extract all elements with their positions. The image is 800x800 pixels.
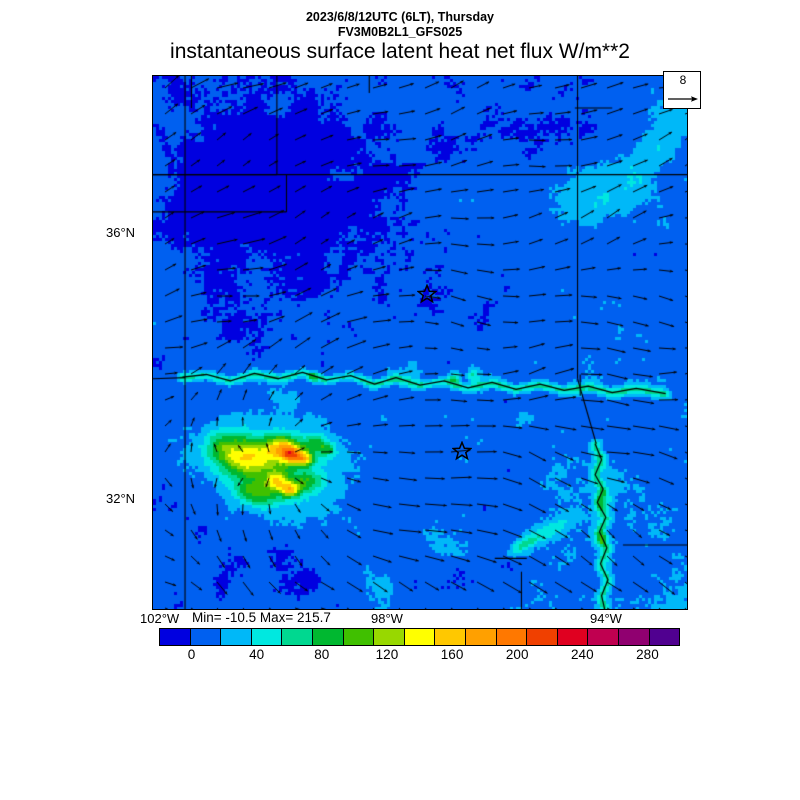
colorbar-cell [465, 629, 497, 645]
reference-vector-arrow-icon [668, 96, 698, 102]
axis-label-lat-32n: 32°N [106, 491, 136, 506]
colorbar-cell [190, 629, 222, 645]
min-max-annotation: Min= -10.5 Max= 215.7 [192, 610, 331, 625]
axis-label-lat-36n: 36°N [106, 225, 136, 240]
colorbar-cell [588, 629, 619, 645]
subtitle-datetime: 2023/6/8/12UTC (6LT), Thursday [305, 10, 495, 24]
colorbar-cell [404, 629, 436, 645]
axis-label-lon-94w: 94°W [590, 611, 622, 626]
colorbar-cell [221, 629, 252, 645]
colorbar-tick-label: 120 [375, 647, 399, 662]
page-title: instantaneous surface latent heat net fl… [170, 40, 630, 63]
colorbar-cell [527, 629, 558, 645]
colorbar-cell [496, 629, 528, 645]
colorbar-tick-label: 280 [636, 647, 659, 662]
colorbar-tick-label: 160 [440, 647, 464, 662]
vector-reference-legend: 8 [663, 71, 701, 109]
axis-label-lon-102w: 102°W [140, 611, 180, 626]
colorbar-tick-label: 240 [571, 647, 594, 662]
colorbar-tick-labels: 0 40 80 120 160 200 240 280 [159, 647, 680, 665]
colorbar-cell [435, 629, 466, 645]
header-title-block: 2023/6/8/12UTC (6LT), Thursday FV3M0B2L1… [0, 10, 800, 39]
colorbar-cell [343, 629, 375, 645]
colorbar-cell [374, 629, 405, 645]
colorbar-tick-label: 200 [505, 647, 529, 662]
colorbar [159, 628, 680, 646]
colorbar-cell [251, 629, 283, 645]
colorbar-cell [649, 629, 680, 645]
colorbar-tick-label: 80 [314, 647, 330, 662]
map-plot-area[interactable] [152, 75, 688, 610]
colorbar-cell [282, 629, 313, 645]
colorbar-cell [557, 629, 589, 645]
subtitle-model-id: FV3M0B2L1_GFS025 [337, 25, 463, 39]
colorbar-cell [160, 629, 191, 645]
colorbar-swatches [159, 628, 680, 646]
star-marker[interactable] [452, 441, 472, 461]
colorbar-tick-label: 0 [187, 647, 196, 662]
colorbar-cell [312, 629, 344, 645]
colorbar-tick-label: 40 [249, 647, 265, 662]
colorbar-cell [618, 629, 650, 645]
vector-legend-value: 8 [679, 73, 687, 87]
political-boundary-layer [153, 76, 687, 609]
star-marker[interactable] [417, 284, 437, 304]
axis-label-lon-98w: 98°W [371, 611, 403, 626]
